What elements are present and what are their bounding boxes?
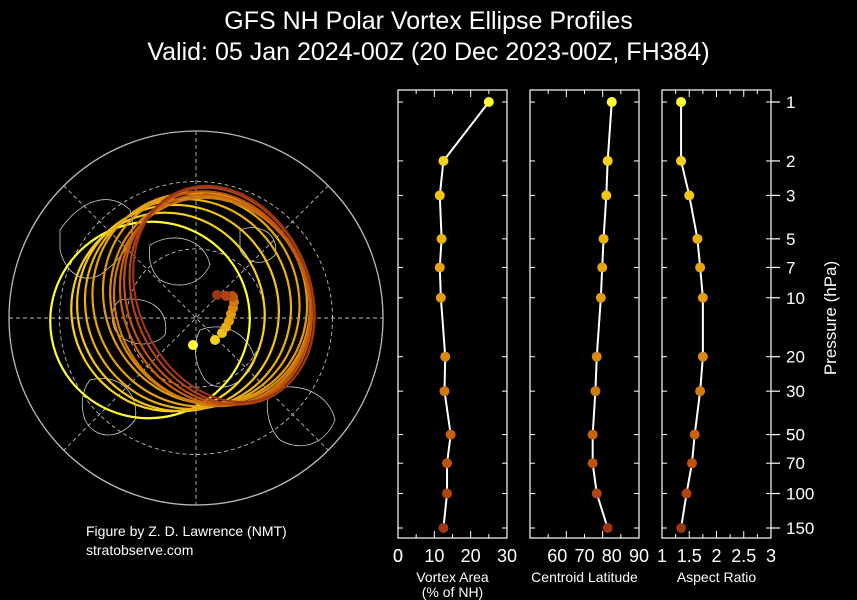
vortex-area-point-2 xyxy=(438,155,449,166)
vortex-area-profile-line xyxy=(438,101,490,529)
meridian-line-135 xyxy=(63,185,329,451)
aspect-ratio-point-1 xyxy=(676,97,687,107)
aspect-ratio-point-11 xyxy=(681,488,692,499)
pressure-tick-label: 70 xyxy=(786,454,805,473)
centroid-latitude-xlabel: Centroid Latitude xyxy=(531,569,638,585)
pressure-tick-label: 20 xyxy=(786,348,805,367)
pressure-tick-label: 10 xyxy=(786,289,805,308)
aspect-ratio-point-5 xyxy=(695,262,706,273)
vortex-ellipse-5 xyxy=(91,192,301,408)
centroid-latitude-point-3 xyxy=(601,190,612,201)
aspect-ratio-xlabel: Aspect Ratio xyxy=(677,569,757,585)
vortex-area-point-9 xyxy=(445,429,456,440)
vortex-area-point-3 xyxy=(434,190,445,201)
vortex-area-xtick-label: 10 xyxy=(424,546,444,566)
vortex-area-point-12 xyxy=(438,523,449,533)
centroid-latitude-xtick-label: 80 xyxy=(602,546,622,566)
aspect-ratio-xtick-label: 1.5 xyxy=(677,546,702,566)
vortex-area-point-11 xyxy=(442,488,453,499)
centroid-latitude-frame xyxy=(529,89,640,539)
aspect-ratio-profile-line xyxy=(680,102,704,529)
vortex-area-point-8 xyxy=(439,386,450,397)
pressure-tick-label: 2 xyxy=(786,152,795,171)
vortex-area-point-5 xyxy=(434,262,445,273)
centroid-marker-12 xyxy=(212,290,222,300)
aspect-ratio-point-2 xyxy=(676,155,687,166)
centroid-latitude-point-4 xyxy=(598,233,609,244)
aspect-ratio-point-12 xyxy=(676,523,687,533)
pressure-tick-label: 5 xyxy=(786,230,795,249)
vortex-area-xlabel: Vortex Area xyxy=(416,569,489,585)
centroid-latitude-profile-line xyxy=(591,101,613,529)
aspect-ratio-point-8 xyxy=(695,386,706,397)
vortex-area-point-10 xyxy=(442,458,453,469)
vortex-area-xtick-label: 0 xyxy=(393,546,403,566)
aspect-ratio-point-9 xyxy=(689,429,700,440)
pressure-tick-label: 1 xyxy=(786,93,795,112)
aspect-ratio-xtick-label: 3 xyxy=(766,546,776,566)
centroid-latitude-point-6 xyxy=(595,292,606,303)
centroid-latitude-point-9 xyxy=(587,429,598,440)
polar-map xyxy=(8,130,384,506)
vortex-area-xlabel: (% of NH) xyxy=(422,584,483,600)
vortex-area-xtick-label: 30 xyxy=(497,546,517,566)
centroid-latitude-point-10 xyxy=(587,458,598,469)
vortex-area-xtick-label-zero: 0 xyxy=(393,546,403,566)
aspect-ratio-xtick-label: 2.5 xyxy=(731,546,756,566)
vortex-area-frame xyxy=(397,89,508,539)
centroid-latitude-panel: 60 70 80 90 Centroid Latitude xyxy=(529,89,649,585)
centroid-marker-1 xyxy=(188,340,198,350)
aspect-ratio-xtick-label: 2 xyxy=(711,546,721,566)
centroid-latitude-point-1 xyxy=(606,97,617,107)
vortex-area-point-1 xyxy=(483,97,494,107)
figure-credit: Figure by Z. D. Lawrence (NMT) xyxy=(86,523,287,539)
vortex-area-point-7 xyxy=(440,351,451,362)
coastline-2 xyxy=(148,237,211,286)
coastline-5 xyxy=(266,386,336,447)
centroid-latitude-xtick-label: 90 xyxy=(629,546,649,566)
pressure-tick-label: 30 xyxy=(786,382,805,401)
centroid-latitude-point-2 xyxy=(602,155,613,166)
pressure-tick-label: 150 xyxy=(786,519,814,538)
pressure-axis-label: Pressure (hPa) xyxy=(821,261,840,375)
vortex-area-point-6 xyxy=(435,292,446,303)
vortex-area-point-4 xyxy=(436,233,447,244)
centroid-latitude-xtick-label: 70 xyxy=(574,546,594,566)
centroid-latitude-point-11 xyxy=(591,488,602,499)
meridian-line-45 xyxy=(63,185,329,451)
aspect-ratio-point-3 xyxy=(684,190,695,201)
vortex-ellipse-9 xyxy=(118,193,312,407)
vortex-area-xtick-label: 20 xyxy=(461,546,481,566)
aspect-ratio-xtick-label: 1 xyxy=(657,546,667,566)
chart-title: GFS NH Polar Vortex Ellipse Profiles xyxy=(224,7,633,35)
pressure-tick-label: 50 xyxy=(786,426,805,445)
aspect-ratio-point-7 xyxy=(697,351,708,362)
aspect-ratio-panel: 1 1.5 2 2.5 3 Aspect Ratio xyxy=(657,89,776,585)
centroid-latitude-xtick-label: 60 xyxy=(547,546,567,566)
aspect-ratio-point-6 xyxy=(697,292,708,303)
chart-subtitle: Valid: 05 Jan 2024-00Z (20 Dec 2023-00Z,… xyxy=(147,38,710,66)
pressure-tick-label: 7 xyxy=(786,258,795,277)
source-website: stratobserve.com xyxy=(86,542,194,558)
aspect-ratio-point-4 xyxy=(692,233,703,244)
coastline-6 xyxy=(81,378,137,436)
centroid-latitude-point-12 xyxy=(602,523,613,533)
pressure-tick-label: 100 xyxy=(786,485,814,504)
centroid-latitude-point-7 xyxy=(591,351,602,362)
centroid-latitude-point-5 xyxy=(597,262,608,273)
centroid-latitude-point-8 xyxy=(590,386,601,397)
pressure-tick-label: 3 xyxy=(786,186,795,205)
aspect-ratio-point-10 xyxy=(686,458,697,469)
vortex-ellipse-12 xyxy=(132,184,316,404)
centroid-marker-2 xyxy=(210,335,220,345)
centroid-marker-11 xyxy=(221,291,231,301)
